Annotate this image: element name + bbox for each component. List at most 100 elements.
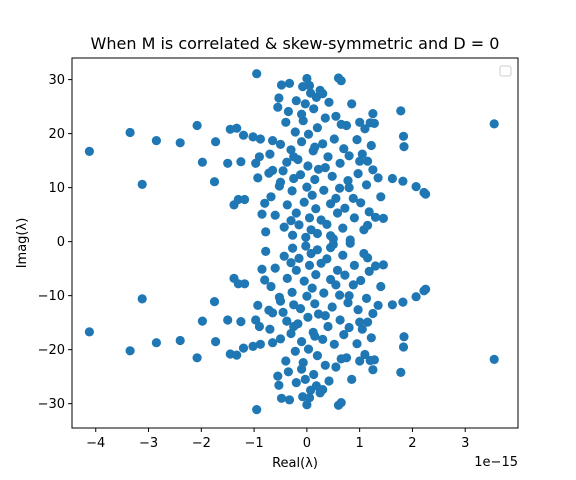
data-point <box>252 405 262 415</box>
data-point <box>289 321 299 332</box>
data-point <box>320 113 330 123</box>
data-point <box>301 241 311 251</box>
data-points <box>84 69 499 415</box>
data-point <box>360 349 370 360</box>
data-point <box>332 208 343 218</box>
data-point <box>281 356 291 366</box>
data-point <box>302 182 312 192</box>
data-point <box>209 177 220 187</box>
data-point <box>281 117 291 127</box>
legend[interactable] <box>499 65 512 77</box>
data-point <box>302 400 312 410</box>
data-point <box>275 177 286 187</box>
data-point <box>353 169 363 179</box>
data-point <box>125 127 135 138</box>
data-point <box>326 231 336 241</box>
x-tick-label: 1 <box>356 436 364 451</box>
data-point <box>253 173 263 183</box>
data-point <box>291 96 301 106</box>
data-point <box>370 261 381 271</box>
data-point <box>304 393 315 403</box>
data-point <box>327 171 337 181</box>
data-point <box>290 346 300 356</box>
data-point <box>304 80 315 91</box>
data-point <box>363 220 373 230</box>
data-point <box>303 312 313 322</box>
data-point <box>489 354 499 364</box>
y-tick-label: −20 <box>38 343 65 358</box>
x-axis-ticks: −4 −3 −2 −1 0 1 2 3 <box>86 428 469 451</box>
data-point <box>289 173 299 184</box>
data-point <box>349 213 359 223</box>
data-point <box>322 219 332 229</box>
data-point <box>265 149 275 159</box>
data-point <box>274 380 284 390</box>
data-point <box>368 365 378 375</box>
data-point <box>254 152 264 162</box>
data-point <box>411 182 421 192</box>
data-point <box>302 291 312 301</box>
data-point <box>353 305 363 315</box>
data-point <box>310 331 320 341</box>
data-point <box>349 260 359 270</box>
data-point <box>329 339 339 349</box>
data-point <box>304 213 315 223</box>
data-point <box>297 364 307 374</box>
data-point <box>364 266 374 276</box>
data-point <box>278 166 288 176</box>
data-point <box>396 367 406 377</box>
data-point <box>369 118 379 128</box>
data-point <box>125 346 135 356</box>
data-point <box>137 294 147 304</box>
data-point <box>336 119 346 129</box>
data-point <box>291 378 301 388</box>
data-point <box>298 82 308 92</box>
data-point <box>318 334 328 344</box>
data-point <box>137 179 147 189</box>
data-point <box>344 151 354 161</box>
data-point <box>361 293 372 303</box>
data-point <box>363 317 373 327</box>
plot-frame <box>71 57 519 429</box>
data-point <box>378 213 388 223</box>
data-point <box>368 165 378 175</box>
data-point <box>356 198 366 208</box>
data-point <box>318 385 328 395</box>
data-point <box>211 137 221 147</box>
data-point <box>240 279 250 289</box>
data-point <box>276 393 287 403</box>
data-point <box>209 297 220 307</box>
data-point <box>324 97 334 107</box>
data-point <box>282 273 292 283</box>
data-point <box>320 360 330 370</box>
data-point <box>232 350 242 360</box>
data-point <box>421 189 431 199</box>
data-point <box>268 136 278 146</box>
data-point <box>309 104 319 114</box>
x-axis-label: Real(λ) <box>272 456 318 471</box>
data-point <box>255 339 265 349</box>
data-point <box>312 228 322 239</box>
data-point <box>366 140 376 151</box>
y-axis-ticks: −30 −20 −10 0 10 20 30 <box>38 73 72 412</box>
data-point <box>248 132 258 142</box>
data-point <box>192 120 202 131</box>
data-point <box>310 174 320 185</box>
data-point <box>348 280 358 290</box>
data-point <box>339 144 349 154</box>
data-point <box>311 270 321 280</box>
data-point <box>276 80 287 90</box>
data-point <box>347 99 357 109</box>
data-point <box>257 264 267 274</box>
data-point <box>331 362 341 372</box>
data-point <box>238 130 249 140</box>
data-point <box>348 193 358 203</box>
data-point <box>268 308 278 318</box>
data-point <box>300 99 310 109</box>
data-point <box>275 334 286 344</box>
data-point <box>287 186 297 196</box>
data-point <box>339 330 349 340</box>
data-point <box>338 250 348 260</box>
data-point <box>370 212 381 222</box>
